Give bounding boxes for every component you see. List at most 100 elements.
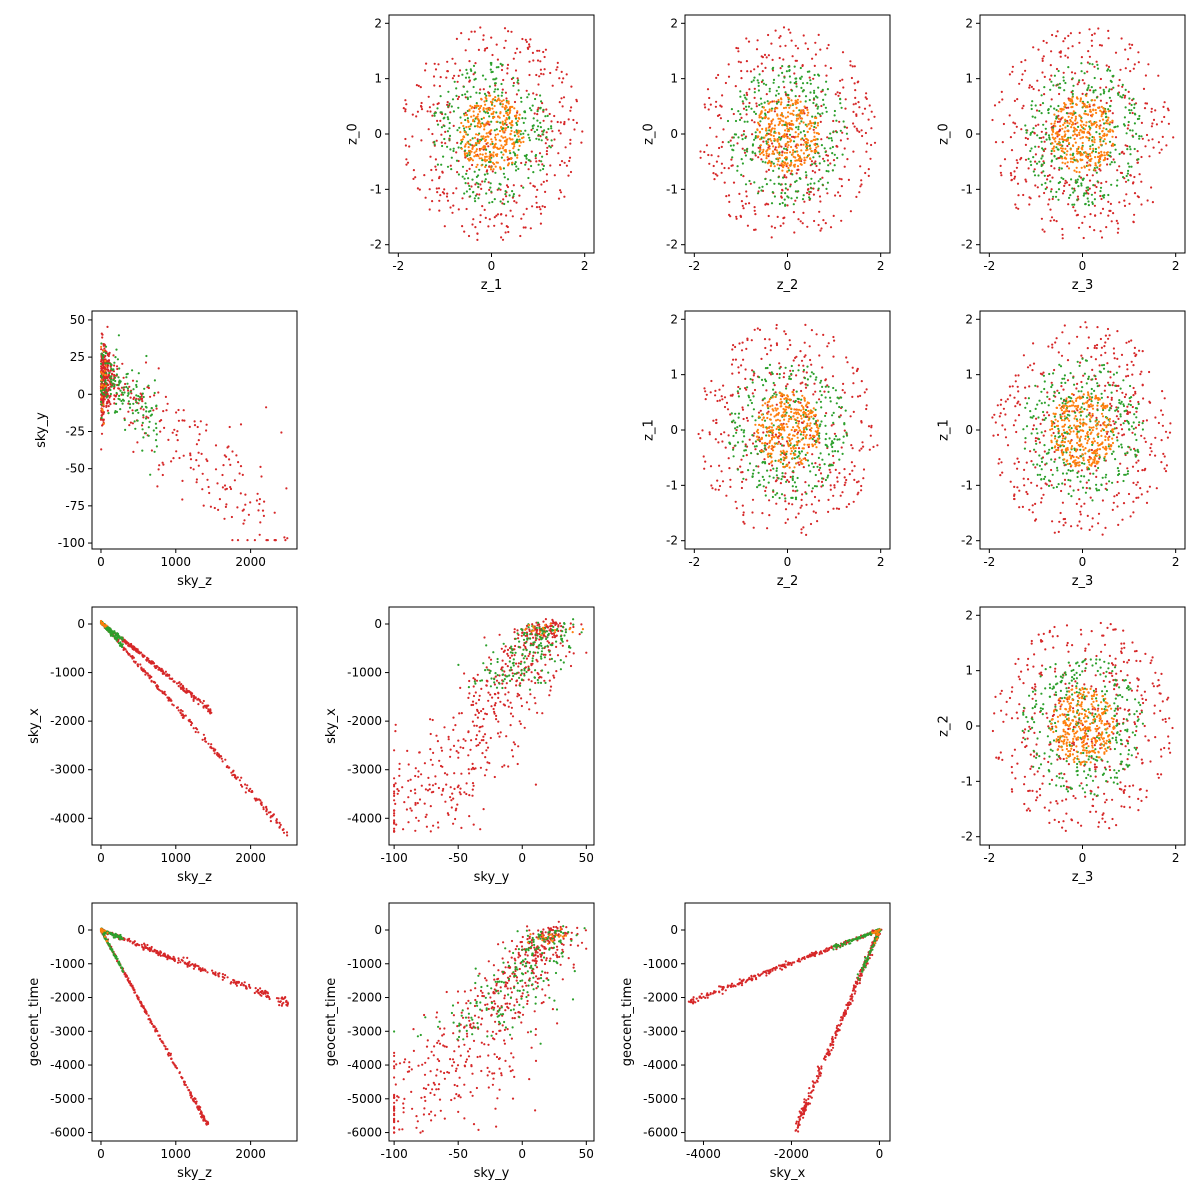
green-point xyxy=(830,137,833,140)
orange-point xyxy=(473,136,477,139)
green-point xyxy=(1087,200,1090,203)
orange-point xyxy=(1089,154,1092,158)
orange-point xyxy=(788,122,791,125)
green-point xyxy=(811,115,814,118)
red-point xyxy=(458,69,462,72)
orange-point xyxy=(807,418,810,422)
red-point xyxy=(1038,195,1041,198)
green-point xyxy=(488,201,491,204)
orange-point xyxy=(1090,115,1093,118)
red-point xyxy=(1056,30,1059,33)
green-point xyxy=(1093,198,1096,201)
red-point xyxy=(471,163,474,167)
green-point xyxy=(804,100,807,103)
green-point xyxy=(1047,111,1050,115)
orange-point xyxy=(103,385,106,388)
green-point xyxy=(541,155,544,158)
red-point xyxy=(149,395,152,398)
green-point xyxy=(1119,95,1122,98)
green-point xyxy=(100,342,103,345)
red-point xyxy=(811,169,814,173)
orange-point xyxy=(771,449,775,452)
orange-point xyxy=(794,99,798,102)
orange-point xyxy=(793,418,796,421)
orange-point xyxy=(473,155,476,158)
green-point xyxy=(1075,181,1078,184)
red-point xyxy=(702,455,705,458)
red-point xyxy=(543,55,546,59)
orange-point xyxy=(780,433,783,436)
green-point xyxy=(100,374,103,377)
red-point xyxy=(553,174,556,177)
orange-point xyxy=(504,143,507,146)
green-point xyxy=(758,150,761,153)
green-point xyxy=(833,114,836,117)
red-point xyxy=(520,184,523,187)
green-point xyxy=(825,110,828,113)
green-point xyxy=(1082,194,1085,197)
orange-point xyxy=(786,125,789,128)
green-point xyxy=(800,86,803,89)
green-point xyxy=(467,177,470,180)
orange-point xyxy=(1057,110,1060,113)
green-point xyxy=(1116,92,1120,95)
red-point xyxy=(522,226,525,229)
red-point xyxy=(1157,141,1160,144)
orange-point xyxy=(790,145,793,149)
green-point xyxy=(801,82,805,85)
red-point xyxy=(1144,145,1147,148)
green-point xyxy=(105,382,108,385)
orange-point xyxy=(1089,110,1092,113)
orange-point xyxy=(798,457,801,460)
red-point xyxy=(1037,48,1040,51)
red-point xyxy=(455,187,458,190)
orange-point xyxy=(1063,130,1066,133)
green-point xyxy=(1052,84,1055,87)
red-point xyxy=(484,216,487,219)
green-point xyxy=(1050,159,1054,162)
red-point xyxy=(441,191,444,194)
green-point xyxy=(831,169,835,172)
red-point xyxy=(744,377,747,380)
green-point xyxy=(494,82,497,85)
green-point xyxy=(741,162,745,165)
green-point xyxy=(1099,138,1102,141)
red-point xyxy=(839,139,843,142)
green-point xyxy=(1057,69,1060,73)
green-point xyxy=(1072,84,1075,87)
green-point xyxy=(1105,128,1108,131)
green-point xyxy=(125,373,128,376)
orange-point xyxy=(796,416,799,419)
orange-point xyxy=(1093,141,1096,144)
red-point xyxy=(740,200,744,203)
green-point xyxy=(764,367,768,370)
orange-point xyxy=(790,417,793,421)
red-point xyxy=(765,170,768,173)
orange-point xyxy=(802,427,806,430)
orange-point xyxy=(1090,122,1093,125)
red-point xyxy=(783,216,786,219)
orange-point xyxy=(1098,135,1101,138)
green-point xyxy=(772,424,775,427)
red-point xyxy=(406,161,410,164)
red-point xyxy=(1045,41,1048,44)
red-point xyxy=(501,202,504,205)
green-point xyxy=(539,106,542,109)
orange-point xyxy=(1085,113,1088,116)
red-point xyxy=(720,105,723,108)
red-point xyxy=(1094,214,1097,217)
green-point xyxy=(446,116,449,119)
red-point xyxy=(165,409,168,412)
orange-point xyxy=(1073,137,1076,140)
red-point xyxy=(1012,121,1015,124)
orange-point xyxy=(784,121,787,124)
green-point xyxy=(114,356,117,359)
orange-point xyxy=(1063,105,1066,108)
red-point xyxy=(530,128,533,132)
red-point xyxy=(515,201,518,204)
orange-point xyxy=(799,110,803,113)
green-point xyxy=(812,465,815,469)
red-point xyxy=(844,98,847,101)
red-point xyxy=(493,224,496,227)
